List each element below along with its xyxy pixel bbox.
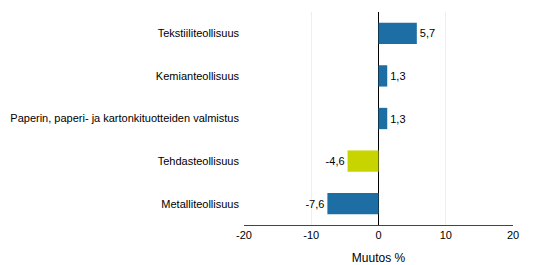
svg-text:0: 0 (375, 229, 381, 241)
svg-text:5,7: 5,7 (420, 27, 435, 39)
svg-text:10: 10 (440, 229, 452, 241)
svg-text:1,3: 1,3 (390, 70, 405, 82)
svg-text:Kemianteollisuus: Kemianteollisuus (156, 70, 240, 82)
svg-text:Metalliteollisuus: Metalliteollisuus (161, 198, 239, 210)
svg-text:-10: -10 (303, 229, 319, 241)
svg-text:20: 20 (507, 229, 519, 241)
svg-text:1,3: 1,3 (390, 113, 405, 125)
svg-text:Tehdasteollisuus: Tehdasteollisuus (158, 155, 240, 167)
svg-text:Tekstiiliteollisuus: Tekstiiliteollisuus (158, 27, 240, 39)
svg-text:-4,6: -4,6 (326, 155, 345, 167)
svg-text:-20: -20 (236, 229, 252, 241)
svg-text:Paperin, paperi- ja kartonkitu: Paperin, paperi- ja kartonkituotteiden v… (10, 112, 239, 124)
svg-text:Muutos %: Muutos % (352, 251, 406, 265)
svg-text:-7,6: -7,6 (305, 198, 324, 210)
